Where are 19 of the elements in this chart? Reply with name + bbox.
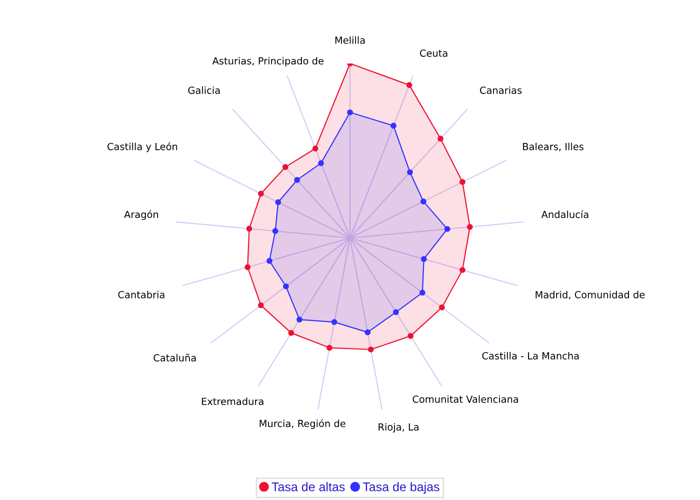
legend-label: Tasa de bajas — [362, 482, 440, 494]
spoke-label: Rioja, La — [378, 423, 418, 432]
spoke-label: Castilla - La Mancha — [482, 352, 579, 360]
spoke-label: Murcia, Región de — [260, 419, 346, 430]
spoke-label: Madrid, Comunidad de — [536, 290, 645, 300]
spoke-label: Ceuta — [420, 49, 448, 57]
spoke-label: Cataluña — [154, 354, 196, 362]
spoke-label: Castilla y León — [107, 142, 178, 152]
spoke-label: Aragón — [124, 210, 158, 220]
spoke-label: Balears, Illes — [523, 142, 584, 152]
spoke-label: Comunitat Valenciana — [412, 395, 518, 403]
spoke-label: Canarias — [480, 86, 522, 94]
spoke-label: Extremadura — [202, 398, 264, 406]
legend-label: Tasa de altas — [272, 482, 345, 492]
spoke-label: Cantabria — [118, 290, 164, 298]
spoke-label: Andalucía — [541, 210, 588, 218]
spoke-label: Galicia — [188, 86, 220, 94]
spoke-label: Asturias, Principado de — [212, 57, 324, 66]
spoke-label: Melilla — [335, 36, 365, 44]
